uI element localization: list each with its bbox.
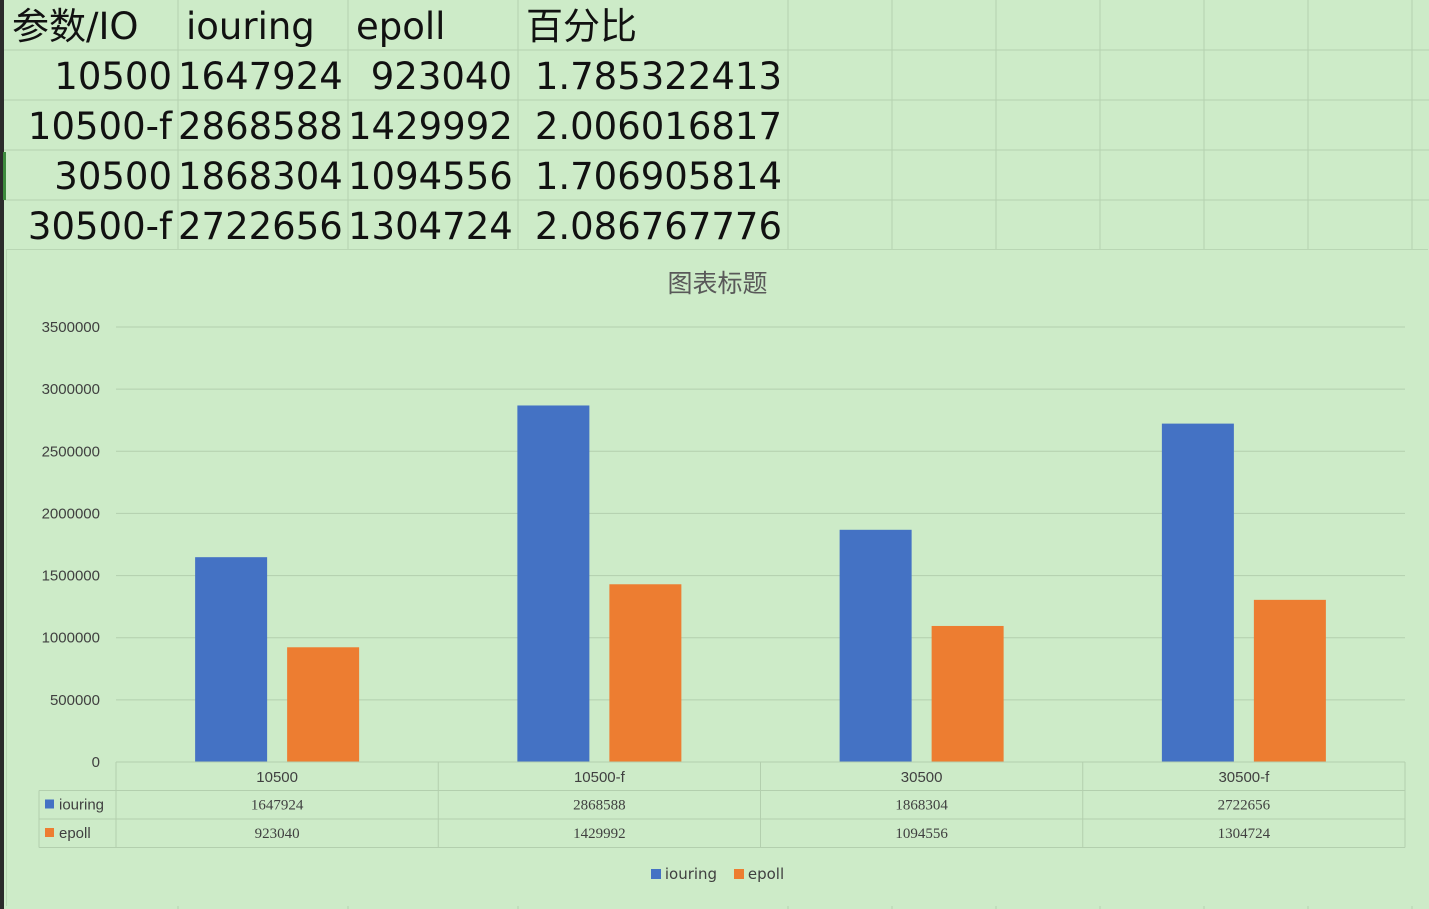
y-tick-label: 500000: [50, 692, 100, 709]
data-cell[interactable]: 10500: [54, 55, 172, 98]
bar-iouring-10500-f[interactable]: [517, 405, 590, 762]
y-tick-label: 0: [92, 754, 100, 771]
header-cell[interactable]: iouring: [186, 5, 315, 48]
data-cell[interactable]: 1429992: [348, 105, 513, 148]
data-cell[interactable]: 2868588: [178, 105, 343, 148]
data-label-epoll: 923040: [255, 826, 300, 842]
data-cell[interactable]: 10500-f: [27, 105, 172, 148]
data-label-iouring: 2722656: [1218, 798, 1271, 814]
data-cell[interactable]: 923040: [370, 55, 512, 98]
y-tick-label: 1500000: [42, 568, 100, 585]
table-series-label-iouring: iouring: [59, 797, 104, 814]
legend-swatch-epoll: [733, 869, 744, 879]
x-category-label: 30500: [901, 769, 943, 786]
data-cell[interactable]: 2722656: [178, 205, 343, 248]
bar-iouring-30500-f[interactable]: [1161, 423, 1234, 762]
row-selection-marker: [3, 152, 6, 200]
window-left-border: [0, 0, 4, 909]
bar-epoll-10500-f[interactable]: [609, 584, 682, 762]
bar-epoll-10500[interactable]: [287, 647, 360, 762]
data-cell[interactable]: 1647924: [178, 55, 343, 98]
legend-swatch-iouring: [650, 869, 661, 879]
legend-item-epoll[interactable]: epoll: [733, 865, 785, 883]
data-label-epoll: 1429992: [573, 826, 626, 842]
chart-area[interactable]: 图表标题 0 500000 1000000 1500000 2000000 2500000…: [6, 249, 1428, 906]
table-legend-swatch-iouring: [45, 799, 54, 809]
data-cell[interactable]: 30500-f: [27, 205, 172, 248]
data-cell[interactable]: 1.706905814: [534, 155, 782, 198]
x-category-label: 10500: [256, 769, 298, 786]
y-tick-label: 2000000: [42, 505, 100, 522]
data-cell[interactable]: 1094556: [348, 155, 513, 198]
data-cell[interactable]: 30500: [54, 155, 172, 198]
data-cell[interactable]: 2.086767776: [534, 205, 782, 248]
data-label-epoll: 1094556: [895, 826, 948, 842]
y-tick-label: 3500000: [42, 319, 100, 336]
data-cell[interactable]: 1304724: [348, 205, 513, 248]
data-cell[interactable]: 1.785322413: [534, 55, 782, 98]
bar-epoll-30500-f[interactable]: [1253, 599, 1326, 762]
bar-chart: 0 500000 1000000 1500000 2000000 2500000 30000…: [38, 319, 1406, 848]
legend-label-iouring: iouring: [664, 865, 718, 883]
y-tick-label: 3000000: [42, 381, 100, 398]
data-cell[interactable]: 1868304: [178, 155, 343, 198]
y-tick-label: 2500000: [42, 443, 100, 460]
bar-iouring-10500[interactable]: [195, 557, 268, 762]
table-legend-swatch-epoll: [45, 828, 54, 837]
data-label-iouring: 2868588: [573, 798, 626, 814]
header-cell[interactable]: 百分比: [526, 5, 637, 48]
x-category-label: 10500-f: [574, 769, 626, 786]
bar-epoll-30500[interactable]: [931, 625, 1004, 762]
data-label-iouring: 1647924: [251, 798, 304, 814]
legend-label-epoll: epoll: [747, 865, 785, 883]
data-label-iouring: 1868304: [895, 798, 948, 814]
legend-item-iouring[interactable]: iouring: [650, 865, 718, 883]
x-category-label: 30500-f: [1218, 769, 1270, 786]
data-cell[interactable]: 2.006016817: [534, 105, 782, 148]
data-label-epoll: 1304724: [1218, 826, 1271, 842]
header-cell[interactable]: 参数/IO: [12, 5, 139, 48]
chart-title[interactable]: 图表标题: [667, 269, 768, 298]
bar-iouring-30500[interactable]: [839, 529, 912, 762]
y-tick-label: 1000000: [42, 630, 100, 647]
header-cell[interactable]: epoll: [356, 5, 446, 48]
table-series-label-epoll: epoll: [59, 825, 91, 842]
chart-legend[interactable]: iouring epoll: [7, 865, 1428, 883]
